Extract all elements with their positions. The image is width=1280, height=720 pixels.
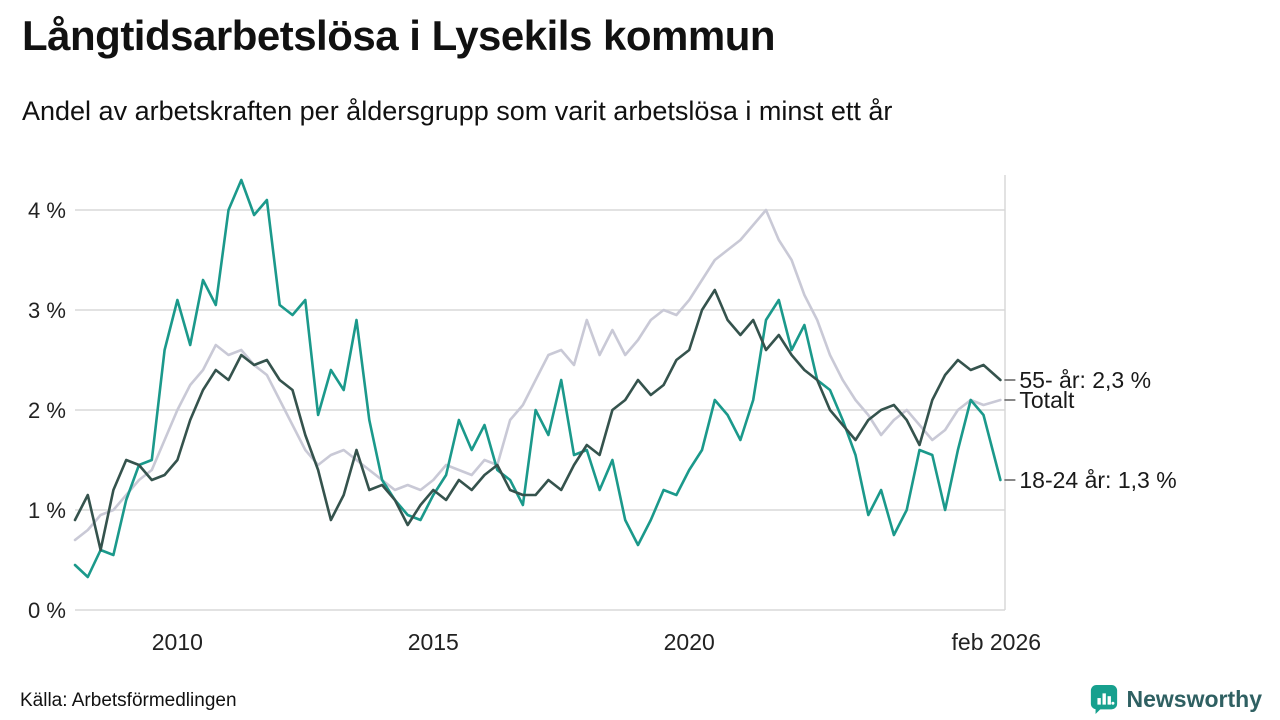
y-tick-label: 2 % xyxy=(28,398,66,423)
x-tick-label: 2015 xyxy=(408,629,459,655)
series-line-55- år xyxy=(73,288,1002,552)
page-title: Långtidsarbetslösa i Lysekils kommun xyxy=(22,12,776,59)
y-tick-label: 0 % xyxy=(28,598,66,623)
x-tick-label: 2020 xyxy=(664,629,715,655)
series-line-18-24 år xyxy=(73,178,1002,579)
end-label-18-24 år: 18-24 år: 1,3 % xyxy=(1019,467,1176,493)
end-label-55- år: 55- år: 2,3 % xyxy=(1019,367,1151,393)
chart-subtitle: Andel av arbetskraften per åldersgrupp s… xyxy=(22,96,893,126)
x-tick-label: 2010 xyxy=(152,629,203,655)
line-chart-container: 0 % 1 % 2 % 3 % 4 % 2010 2015 2020 feb 2026 Total… xyxy=(0,150,1280,670)
brand-logo: Newsworthy xyxy=(1089,684,1262,714)
newsworthy-icon xyxy=(1090,684,1117,714)
x-tick-label: feb 2026 xyxy=(952,629,1042,655)
series-line-Totalt xyxy=(73,208,1002,542)
y-tick-label: 1 % xyxy=(28,498,66,523)
y-tick-label: 4 % xyxy=(28,198,66,223)
source-note: Källa: Arbetsförmedlingen xyxy=(20,690,237,711)
brand-name: Newsworthy xyxy=(1126,685,1262,712)
y-tick-label: 3 % xyxy=(28,298,66,323)
line-chart: 0 % 1 % 2 % 3 % 4 % 2010 2015 2020 feb 2026 Total… xyxy=(28,175,1177,655)
end-label-Totalt: Totalt xyxy=(1019,387,1075,413)
